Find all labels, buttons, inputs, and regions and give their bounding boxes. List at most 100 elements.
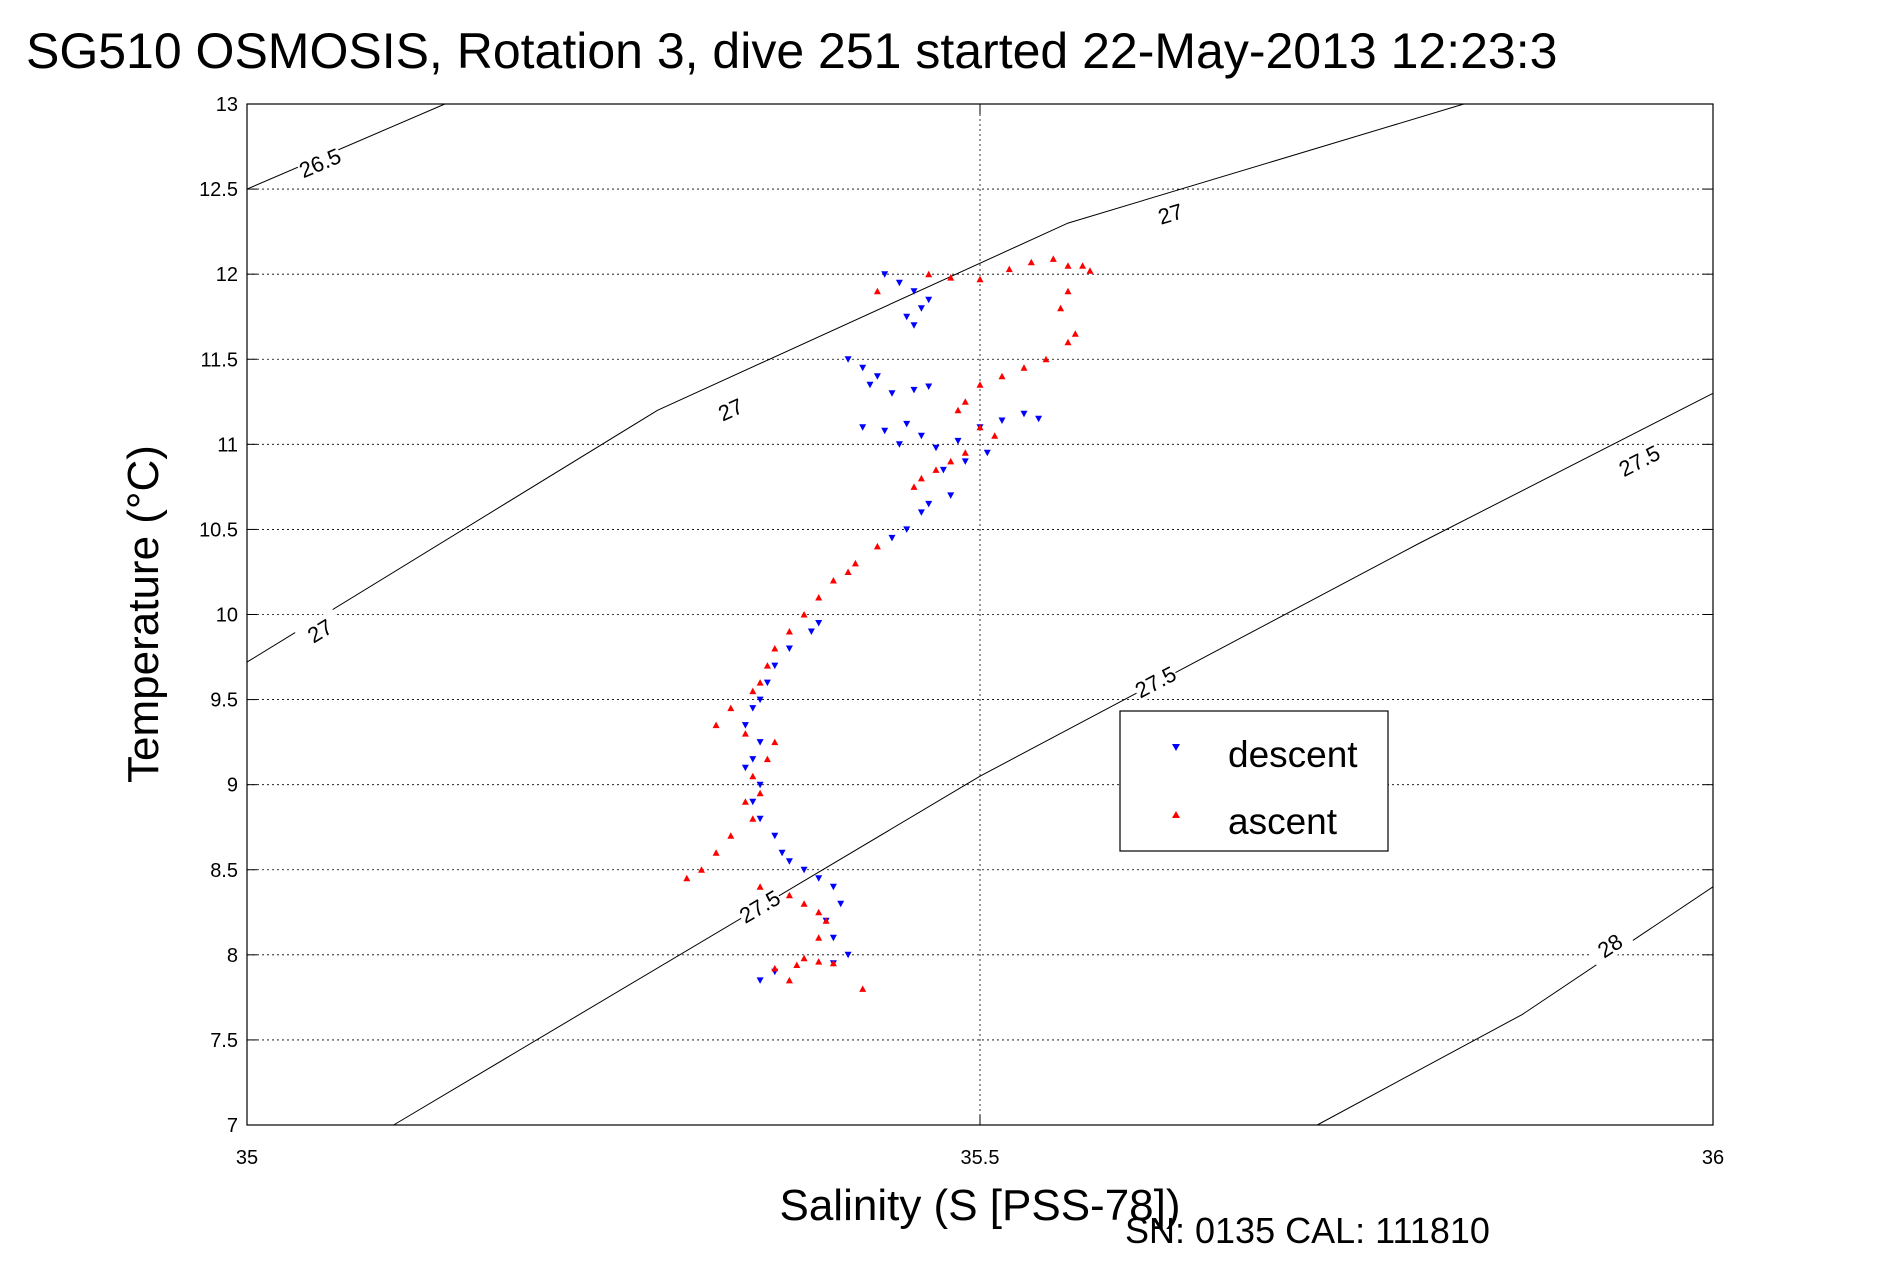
y-tick-label: 7 bbox=[227, 1115, 238, 1137]
y-tick-label: 7.5 bbox=[210, 1030, 238, 1052]
descent-point bbox=[903, 526, 911, 533]
ascent-point bbox=[815, 934, 823, 941]
ascent-point bbox=[917, 474, 925, 482]
y-tick-label: 9.5 bbox=[210, 690, 238, 712]
ascent-point bbox=[1064, 287, 1072, 295]
contour-label-background bbox=[1584, 923, 1635, 968]
contour-label: 27.5 bbox=[1131, 661, 1181, 703]
ascent-point bbox=[800, 611, 808, 618]
grid bbox=[247, 104, 1713, 1125]
legend-descent-label: descent bbox=[1228, 734, 1358, 775]
axis-ticks: 35 35.5 36 7 7.5 8 8.5 9 9.5 10 10.5 11 11.5 12 12.5 13 bbox=[199, 94, 1724, 1169]
descent-point bbox=[961, 458, 969, 465]
descent-point bbox=[837, 900, 845, 908]
ascent-point bbox=[1027, 258, 1035, 266]
descent-point bbox=[983, 449, 991, 457]
data-points bbox=[683, 255, 1094, 992]
legend-ascent-label: ascent bbox=[1228, 801, 1338, 842]
descent-point bbox=[910, 288, 918, 295]
ascent-point bbox=[763, 755, 771, 763]
ascent-point bbox=[712, 721, 720, 729]
descent-point bbox=[932, 444, 940, 452]
contour-label-group: 26.5 bbox=[294, 142, 345, 183]
ascent-point bbox=[1079, 262, 1087, 269]
ascent-point bbox=[815, 958, 823, 965]
descent-point bbox=[895, 279, 903, 287]
ascent-point bbox=[749, 772, 757, 780]
descent-point bbox=[939, 466, 947, 474]
ascent-point bbox=[712, 849, 720, 856]
descent-point bbox=[771, 662, 779, 670]
ascent-point bbox=[1020, 364, 1028, 371]
contour-label-background bbox=[1145, 195, 1195, 232]
ascent-point bbox=[756, 679, 764, 686]
descent-point bbox=[866, 381, 874, 389]
ascent-point bbox=[851, 559, 859, 567]
contour-label-background bbox=[294, 142, 345, 183]
ascent-point bbox=[925, 270, 933, 278]
ascent-point bbox=[698, 866, 705, 873]
descent-point bbox=[756, 696, 764, 704]
ascent-point bbox=[954, 406, 962, 414]
descent-point bbox=[998, 417, 1006, 424]
contour-label-group: 27 bbox=[294, 608, 345, 653]
ascent-point bbox=[1071, 330, 1079, 337]
ascent-point bbox=[741, 798, 749, 805]
descent-point bbox=[771, 832, 779, 840]
ascent-point bbox=[771, 738, 779, 746]
ascent-point bbox=[815, 594, 823, 601]
descent-point bbox=[947, 492, 955, 499]
legend-descent-marker bbox=[1172, 744, 1180, 751]
ascent-point bbox=[749, 815, 757, 822]
ascent-point bbox=[932, 466, 940, 473]
descent-point bbox=[785, 858, 793, 865]
density-contour-27 bbox=[246, 103, 1464, 663]
y-tick-label: 8 bbox=[227, 945, 238, 967]
descent-point bbox=[917, 509, 925, 516]
x-tick-label: 35 bbox=[236, 1147, 258, 1169]
contour-label-group: 27.5 bbox=[734, 884, 785, 928]
contour-label: 27.5 bbox=[1615, 440, 1665, 482]
descent-point bbox=[815, 620, 823, 627]
ascent-point bbox=[800, 900, 808, 907]
descent-point bbox=[910, 386, 918, 394]
contour-label-group: 28 bbox=[1584, 923, 1635, 968]
descent-point bbox=[785, 645, 793, 652]
descent-point bbox=[756, 739, 764, 746]
y-axis-label: Temperature (°C) bbox=[119, 445, 168, 783]
descent-point bbox=[910, 322, 918, 329]
ascent-point bbox=[1042, 355, 1050, 363]
ascent-point bbox=[785, 891, 793, 899]
y-tick-label: 10.5 bbox=[199, 519, 238, 541]
ascent-point bbox=[771, 645, 779, 652]
ascent-point bbox=[947, 457, 955, 465]
ascent-point bbox=[859, 985, 867, 992]
descent-point bbox=[888, 534, 896, 542]
descent-point bbox=[807, 628, 815, 635]
descent-point bbox=[756, 815, 764, 823]
descent-point bbox=[1035, 415, 1043, 423]
contour-label-background bbox=[734, 884, 785, 928]
y-tick-label: 8.5 bbox=[210, 860, 238, 882]
descent-point bbox=[756, 781, 764, 789]
descent-point bbox=[954, 437, 962, 445]
ascent-point bbox=[1064, 262, 1072, 269]
ascent-point bbox=[910, 483, 918, 490]
legend-ascent-marker bbox=[1172, 811, 1180, 818]
contour-label: 27.5 bbox=[735, 885, 785, 928]
ascent-point bbox=[741, 730, 749, 737]
ascent-point bbox=[844, 568, 852, 575]
descent-point bbox=[925, 500, 933, 508]
contour-label-background bbox=[1130, 660, 1181, 703]
y-tick-label: 11.5 bbox=[201, 349, 238, 371]
descent-point bbox=[917, 305, 925, 312]
descent-point bbox=[749, 798, 757, 806]
ascent-point bbox=[947, 274, 955, 281]
contour-label-group: 27 bbox=[1145, 195, 1195, 232]
ascent-point bbox=[873, 542, 881, 550]
legend: descent ascent bbox=[1119, 710, 1389, 852]
x-tick-label: 35.5 bbox=[961, 1147, 1000, 1169]
ascent-point bbox=[785, 628, 793, 635]
descent-point bbox=[763, 679, 771, 687]
